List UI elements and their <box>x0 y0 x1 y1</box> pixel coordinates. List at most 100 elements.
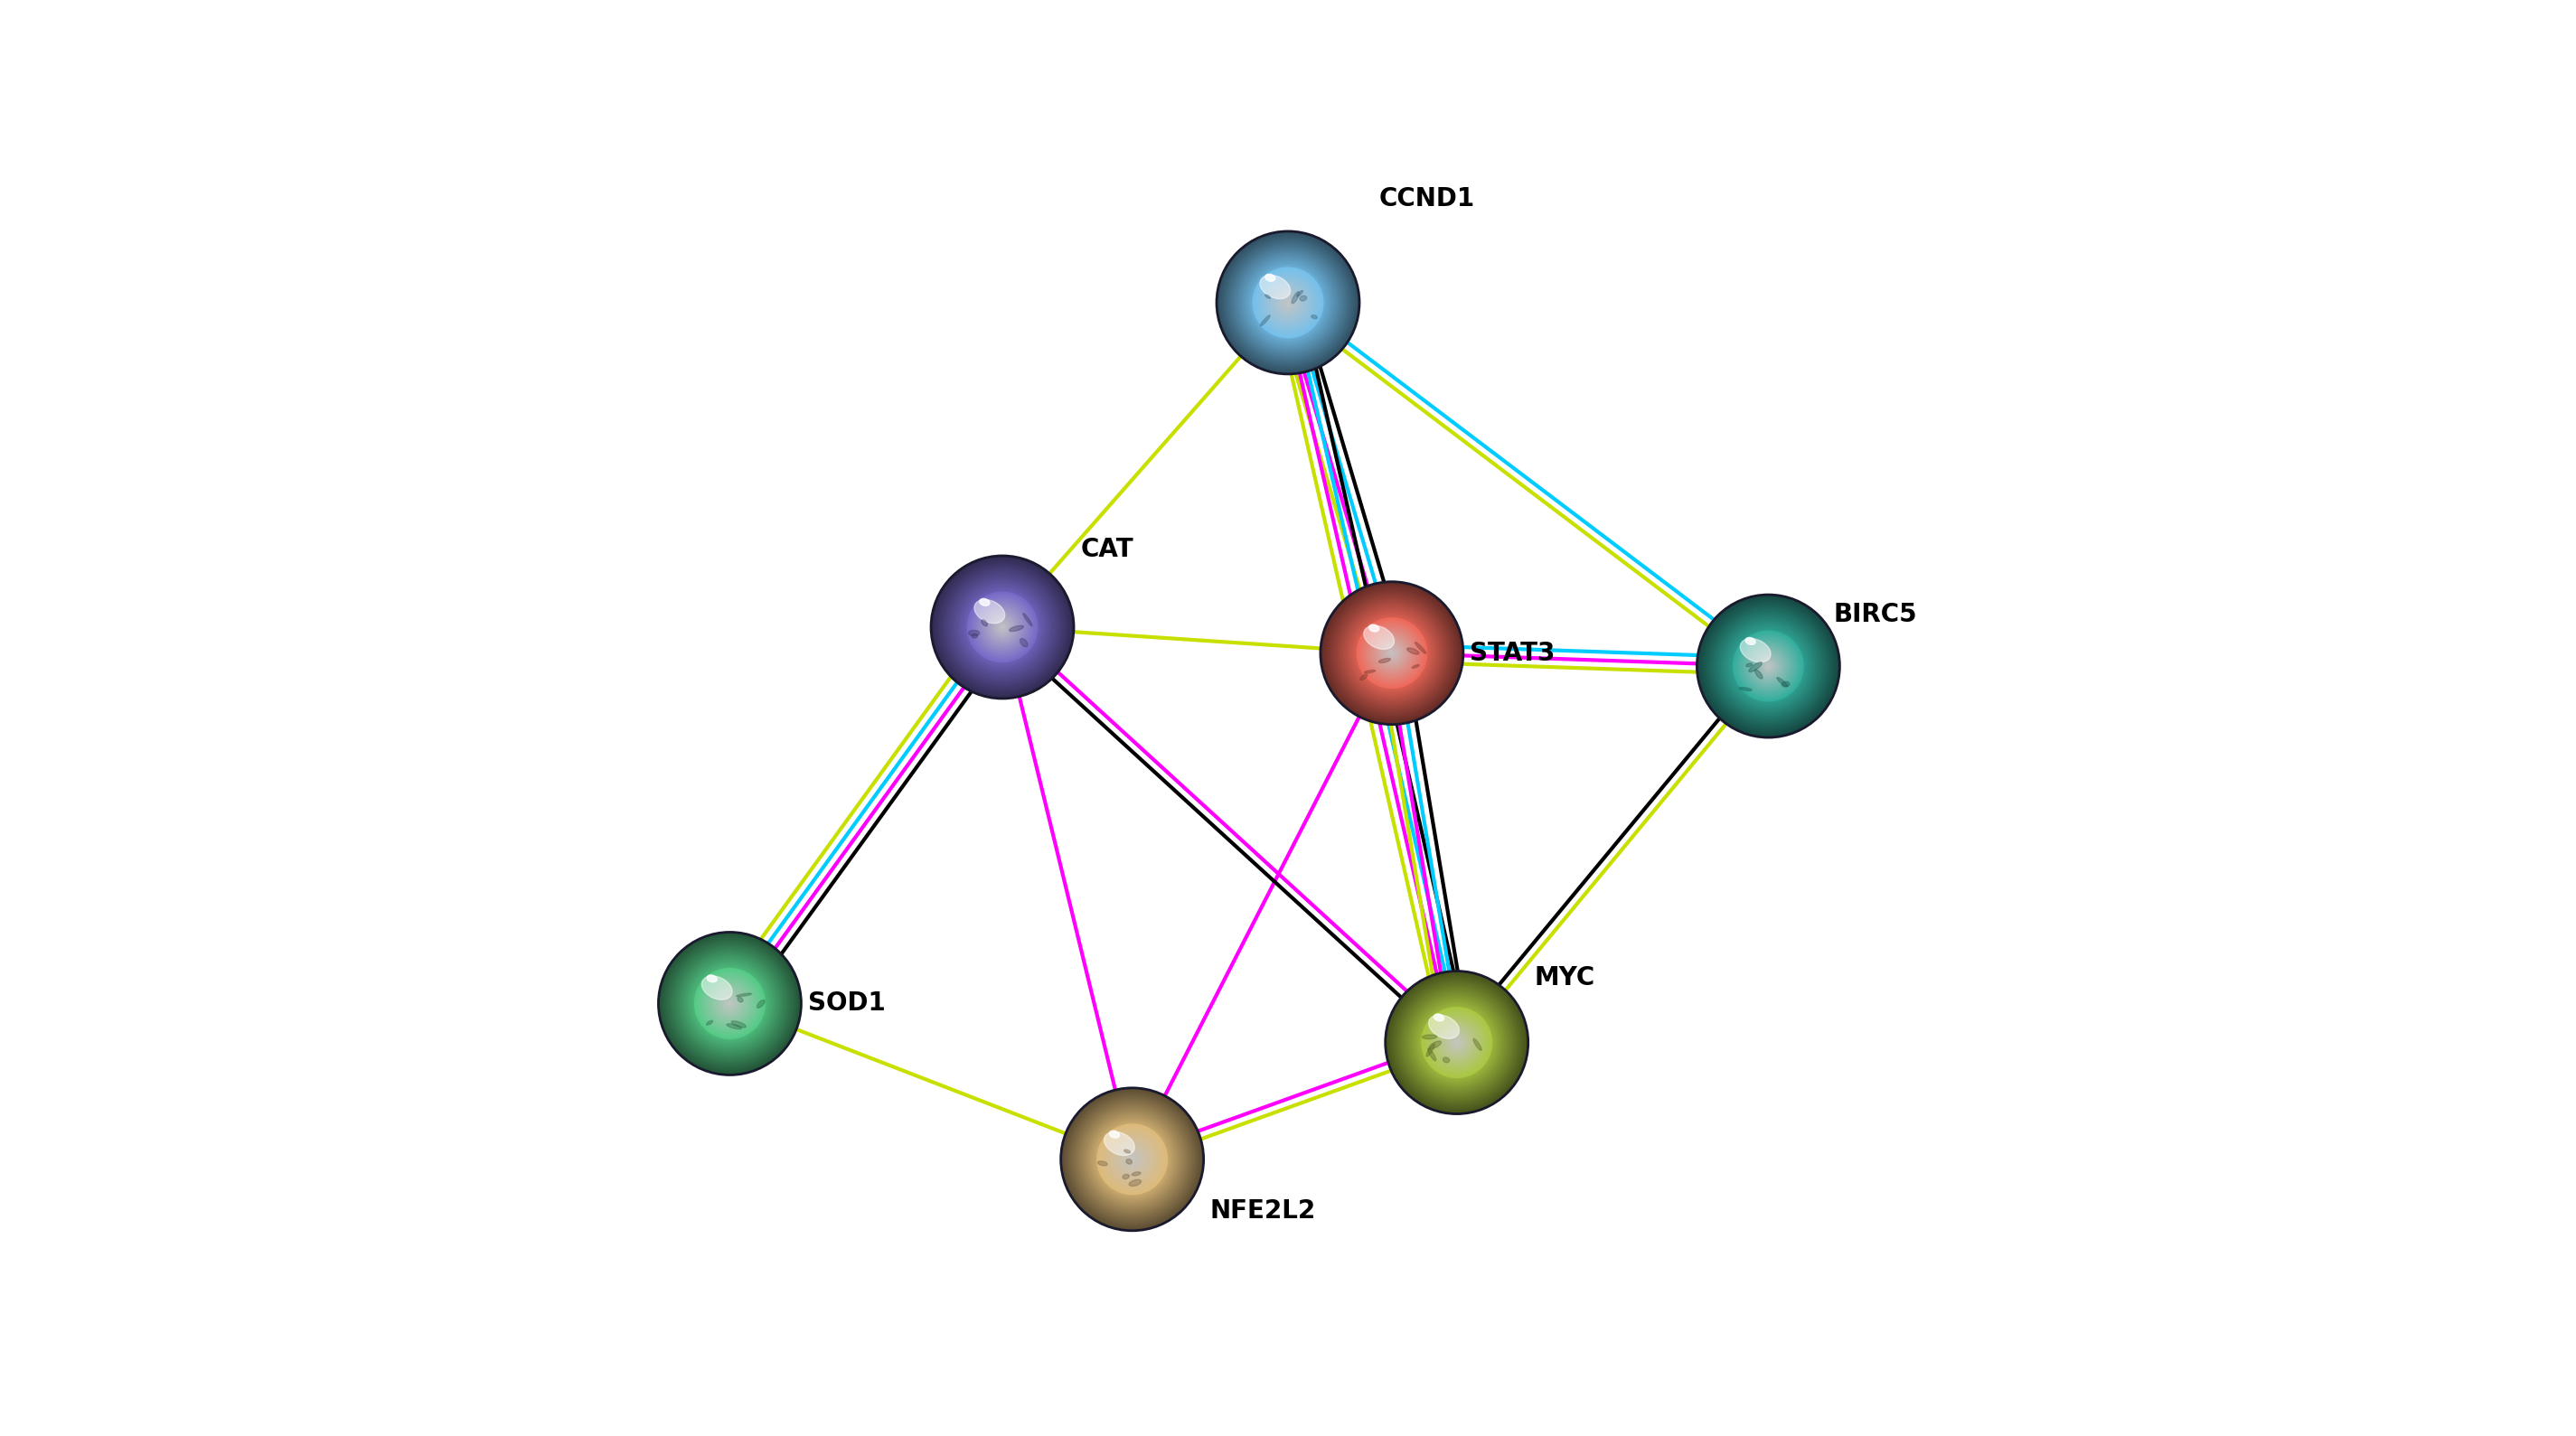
Circle shape <box>1244 260 1332 346</box>
Ellipse shape <box>1123 1175 1128 1179</box>
Circle shape <box>994 619 1010 636</box>
Circle shape <box>1716 613 1821 719</box>
Text: BIRC5: BIRC5 <box>1834 602 1917 628</box>
Circle shape <box>1721 617 1816 715</box>
Circle shape <box>1079 1107 1185 1212</box>
Circle shape <box>1409 994 1504 1091</box>
Circle shape <box>987 612 1018 643</box>
Circle shape <box>1074 1103 1190 1216</box>
Circle shape <box>1064 1090 1200 1228</box>
Circle shape <box>1352 613 1432 694</box>
Circle shape <box>1283 297 1293 307</box>
Circle shape <box>667 941 793 1067</box>
Circle shape <box>1736 633 1801 698</box>
Circle shape <box>1747 645 1790 688</box>
Circle shape <box>1270 284 1306 320</box>
Circle shape <box>1757 655 1780 678</box>
Circle shape <box>1453 1038 1461 1047</box>
Circle shape <box>1726 623 1811 709</box>
Circle shape <box>1414 999 1499 1086</box>
Circle shape <box>1334 595 1450 711</box>
Circle shape <box>987 610 1020 643</box>
Circle shape <box>1087 1116 1177 1203</box>
Circle shape <box>1731 628 1806 704</box>
Circle shape <box>971 596 1033 658</box>
Circle shape <box>1427 1014 1486 1071</box>
Circle shape <box>1332 593 1450 712</box>
Circle shape <box>963 587 1041 666</box>
Circle shape <box>665 939 793 1068</box>
Circle shape <box>1131 1157 1133 1162</box>
Circle shape <box>1342 603 1443 704</box>
Circle shape <box>1728 626 1808 707</box>
Circle shape <box>1710 609 1826 724</box>
Circle shape <box>1340 600 1445 705</box>
Circle shape <box>1723 622 1814 711</box>
Circle shape <box>1247 261 1329 345</box>
Circle shape <box>1739 636 1798 696</box>
Circle shape <box>1084 1110 1180 1208</box>
Ellipse shape <box>1783 682 1790 686</box>
Circle shape <box>1100 1127 1164 1192</box>
Circle shape <box>1355 616 1430 689</box>
Circle shape <box>1352 613 1432 692</box>
Circle shape <box>1095 1123 1170 1196</box>
Circle shape <box>1236 251 1340 353</box>
Circle shape <box>1404 991 1510 1094</box>
Circle shape <box>1327 589 1455 718</box>
Ellipse shape <box>1301 296 1306 302</box>
Text: NFE2L2: NFE2L2 <box>1211 1199 1316 1223</box>
Circle shape <box>1121 1149 1144 1170</box>
Circle shape <box>672 945 788 1061</box>
Ellipse shape <box>979 599 989 606</box>
Circle shape <box>1347 609 1435 696</box>
Circle shape <box>1368 628 1417 678</box>
Circle shape <box>1378 640 1404 666</box>
Circle shape <box>1767 663 1770 669</box>
Circle shape <box>1432 1018 1481 1067</box>
Circle shape <box>1324 586 1458 719</box>
Circle shape <box>1427 1011 1489 1074</box>
Circle shape <box>1383 645 1401 662</box>
Circle shape <box>961 586 1043 669</box>
Circle shape <box>665 938 796 1068</box>
Circle shape <box>997 622 1007 632</box>
Circle shape <box>726 1001 732 1007</box>
Circle shape <box>1419 1004 1494 1080</box>
Circle shape <box>1275 290 1301 314</box>
Ellipse shape <box>969 630 979 636</box>
Circle shape <box>1378 639 1406 668</box>
Circle shape <box>1280 296 1296 310</box>
Circle shape <box>963 589 1041 665</box>
Circle shape <box>1226 243 1350 363</box>
Circle shape <box>1270 284 1306 322</box>
Circle shape <box>1705 602 1832 731</box>
Circle shape <box>1069 1096 1195 1223</box>
Ellipse shape <box>726 1024 742 1030</box>
Circle shape <box>1224 238 1352 368</box>
Circle shape <box>659 932 801 1076</box>
Circle shape <box>1445 1031 1468 1054</box>
Circle shape <box>969 593 1038 662</box>
Circle shape <box>1084 1111 1180 1206</box>
Circle shape <box>1394 978 1520 1107</box>
Circle shape <box>680 954 781 1054</box>
Circle shape <box>693 968 765 1040</box>
Ellipse shape <box>1747 663 1752 666</box>
Circle shape <box>1713 610 1824 722</box>
Circle shape <box>1095 1122 1170 1198</box>
Circle shape <box>1103 1130 1162 1188</box>
Circle shape <box>724 998 737 1010</box>
Circle shape <box>1077 1103 1188 1215</box>
Circle shape <box>1386 646 1399 661</box>
Ellipse shape <box>1105 1132 1133 1156</box>
Circle shape <box>1239 253 1337 353</box>
Circle shape <box>930 556 1074 698</box>
Circle shape <box>1115 1142 1149 1178</box>
Circle shape <box>1759 658 1777 675</box>
Circle shape <box>1754 652 1783 681</box>
Circle shape <box>1280 294 1296 312</box>
Circle shape <box>1072 1099 1193 1221</box>
Circle shape <box>1376 636 1409 669</box>
Ellipse shape <box>1020 639 1028 646</box>
